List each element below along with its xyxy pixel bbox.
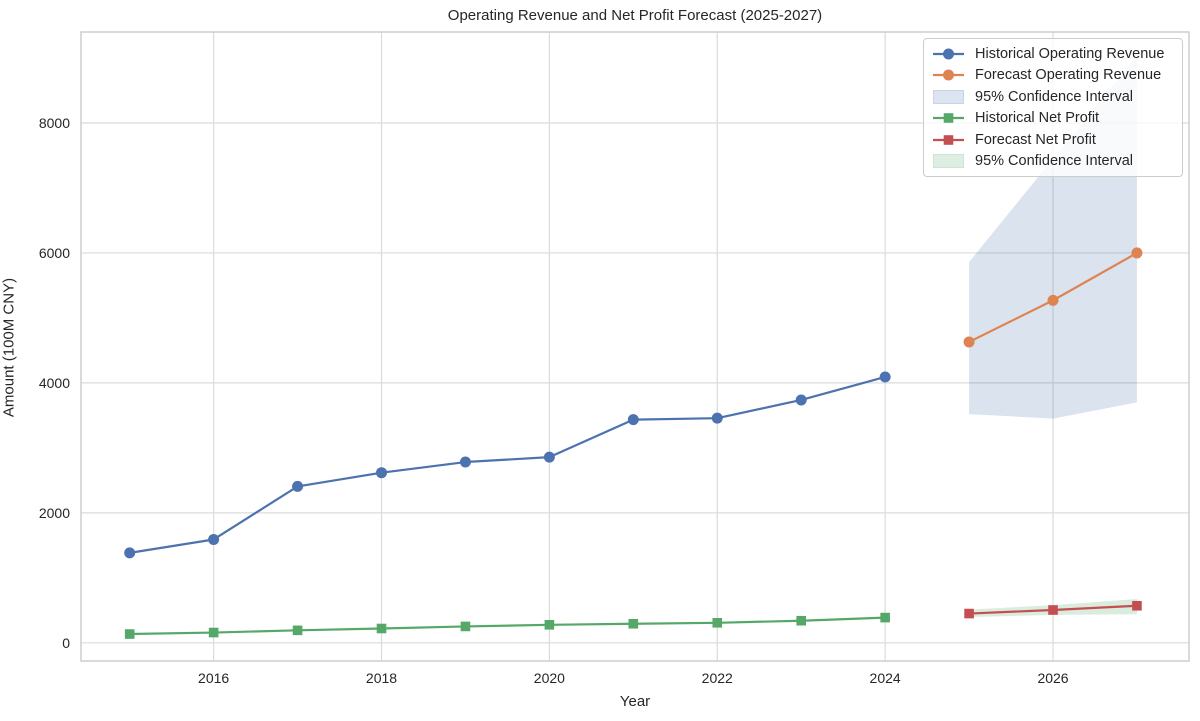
- marker-historical-net-profit: [712, 617, 723, 628]
- marker-historical-net-profit: [124, 629, 135, 639]
- legend-item: Historical Operating Revenue: [933, 43, 1174, 65]
- marker-historical-operating-revenue: [795, 394, 807, 406]
- marker-historical-operating-revenue: [711, 412, 723, 424]
- marker-forecast-operating-revenue: [1131, 247, 1143, 259]
- marker-historical-net-profit: [208, 627, 219, 638]
- x-tick-label: 2022: [701, 670, 733, 686]
- marker-historical-operating-revenue: [376, 467, 388, 479]
- legend-item: Historical Net Profit: [933, 108, 1174, 130]
- y-axis-label: Amount (100M CNY): [0, 277, 18, 417]
- legend-item: Forecast Operating Revenue: [933, 65, 1174, 87]
- marker-historical-net-profit: [544, 620, 555, 630]
- x-tick-label: 2018: [365, 670, 398, 686]
- marker-forecast-operating-revenue: [963, 336, 975, 348]
- y-tick-label: 6000: [38, 244, 70, 261]
- legend-swatch-patch-icon: [933, 89, 964, 104]
- marker-historical-operating-revenue: [208, 533, 220, 545]
- axes-border: [80, 31, 1190, 662]
- marker-forecast-net-profit: [1132, 600, 1142, 611]
- y-tick-label: 4000: [38, 374, 70, 391]
- x-tick-label: 2026: [1037, 670, 1069, 686]
- marker-forecast-operating-revenue: [1047, 294, 1059, 306]
- legend-swatch-line-square-icon: [933, 111, 964, 125]
- marker-forecast-net-profit: [964, 608, 974, 619]
- legend-swatch-line-square-icon: [933, 133, 964, 147]
- marker-historical-operating-revenue: [543, 451, 555, 463]
- marker-forecast-net-profit: [1048, 605, 1058, 615]
- marker-historical-net-profit: [880, 612, 890, 623]
- marker-historical-net-profit: [460, 621, 471, 632]
- x-axis-label: Year: [619, 693, 651, 710]
- y-tick-label: 8000: [38, 114, 70, 131]
- chart-title: Operating Revenue and Net Profit Forecas…: [447, 7, 823, 24]
- legend-label: 95% Confidence Interval: [975, 153, 1133, 170]
- legend-swatch-line-circle-icon: [933, 47, 964, 61]
- marker-historical-operating-revenue: [124, 547, 136, 559]
- legend-label: Forecast Operating Revenue: [975, 67, 1162, 84]
- legend-label: Forecast Net Profit: [975, 131, 1096, 148]
- marker-historical-net-profit: [628, 618, 639, 629]
- x-tick-label: 2016: [198, 670, 230, 686]
- legend-item: 95% Confidence Interval: [933, 151, 1174, 173]
- series-line-historical-net-profit: [128, 616, 887, 636]
- marker-historical-operating-revenue: [879, 371, 891, 383]
- x-tick-label: 2020: [533, 670, 565, 686]
- legend-label: Historical Operating Revenue: [975, 45, 1165, 62]
- marker-historical-operating-revenue: [627, 414, 639, 426]
- marker-historical-operating-revenue: [459, 456, 471, 468]
- legend-item: 95% Confidence Interval: [933, 86, 1174, 108]
- legend-swatch-line-circle-icon: [933, 68, 964, 82]
- legend-swatch-patch-icon: [933, 154, 964, 169]
- legend-label: 95% Confidence Interval: [975, 88, 1133, 105]
- marker-historical-net-profit: [376, 623, 387, 634]
- marker-historical-net-profit: [796, 615, 806, 626]
- legend-item: Forecast Net Profit: [933, 129, 1174, 151]
- legend-label: Historical Net Profit: [975, 110, 1100, 127]
- y-tick-label: 2000: [38, 504, 70, 521]
- series-line-historical-operating-revenue: [128, 375, 887, 554]
- legend: Historical Operating Revenue Forecast Ope…: [923, 38, 1183, 177]
- x-tick-label: 2024: [869, 670, 901, 686]
- marker-historical-net-profit: [292, 625, 303, 636]
- marker-historical-operating-revenue: [292, 480, 304, 492]
- y-tick-label: 0: [62, 634, 70, 651]
